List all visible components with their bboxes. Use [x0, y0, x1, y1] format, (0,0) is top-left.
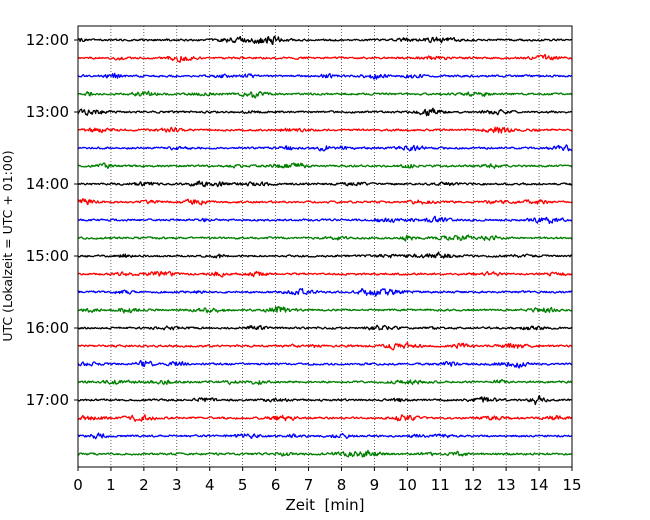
trace-1515	[77, 270, 573, 278]
y-tick-label: 14:00	[26, 175, 69, 193]
x-tick-label: 13	[497, 476, 516, 494]
trace-1400	[77, 180, 573, 188]
x-tick-label: 2	[139, 476, 149, 494]
seismic-traces	[77, 35, 573, 458]
x-axis-label: Zeit [min]	[285, 496, 364, 514]
y-axis-label: UTC (Lokalzeit = UTC + 01:00)	[0, 150, 15, 341]
trace-1315	[77, 126, 573, 134]
x-tick-label: 5	[238, 476, 248, 494]
trace-1415	[77, 198, 573, 206]
x-tick-label: 8	[337, 476, 347, 494]
trace-1730	[77, 432, 572, 440]
y-tick-label: 13:00	[26, 103, 69, 121]
trace-1230	[77, 72, 573, 80]
x-tick-label: 12	[464, 476, 483, 494]
trace-1345	[77, 162, 573, 169]
y-tick-label: 17:00	[26, 391, 69, 409]
y-tick-label: 15:00	[26, 247, 69, 265]
trace-1615	[77, 342, 573, 351]
x-tick-label: 10	[398, 476, 417, 494]
trace-1430	[77, 215, 573, 225]
x-tick-label: 7	[304, 476, 314, 494]
trace-1700	[77, 395, 573, 406]
trace-1330	[77, 144, 573, 152]
y-tick-label: 12:00	[26, 31, 69, 49]
x-tick-label: 0	[73, 476, 83, 494]
x-tick-label: 15	[562, 476, 581, 494]
trace-1215	[77, 53, 573, 63]
trace-1545	[77, 305, 573, 314]
trace-1530	[77, 287, 573, 297]
x-tick-label: 3	[172, 476, 182, 494]
trace-1645	[77, 378, 573, 386]
x-tick-label: 1	[106, 476, 116, 494]
trace-1445	[77, 234, 573, 242]
trace-1300	[77, 107, 573, 117]
x-tick-label: 9	[370, 476, 380, 494]
y-tick-label: 16:00	[26, 319, 69, 337]
trace-1745	[77, 449, 572, 458]
trace-1715	[77, 414, 573, 422]
x-tick-label: 11	[431, 476, 450, 494]
x-tick-label: 6	[271, 476, 281, 494]
trace-1600	[77, 324, 573, 331]
plot-frame	[77, 25, 573, 468]
x-axis-ticks: 0 1 2 3 4 5 6 7 8 9 10 11 12 13 14 15	[73, 467, 582, 494]
trace-1630	[77, 359, 573, 369]
x-tick-label: 4	[205, 476, 215, 494]
trace-1200	[77, 35, 573, 46]
x-tick-label: 14	[530, 476, 549, 494]
y-axis-ticks: 12:00 13:00 14:00 15:00 16:00 17:00	[26, 31, 78, 409]
trace-1500	[77, 251, 573, 259]
trace-1245	[77, 90, 573, 99]
